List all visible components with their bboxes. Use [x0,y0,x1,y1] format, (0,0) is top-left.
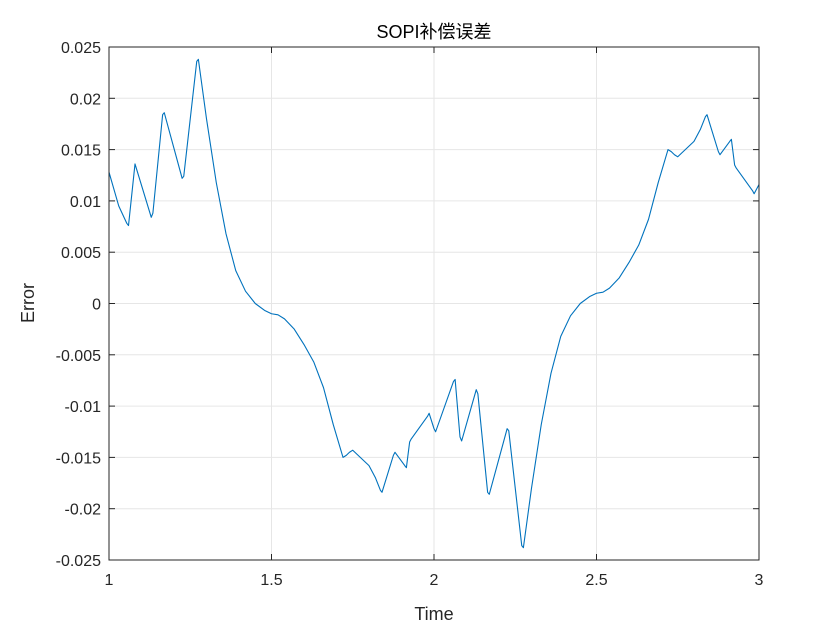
y-tick-label-2: 0.015 [61,143,101,160]
y-tick-label-1: 0.02 [70,91,101,108]
y-tick-label-8: -0.015 [56,450,101,467]
grid-lines [109,47,759,560]
x-tick-label-2: 2 [430,572,439,589]
x-tick-label-0: 1 [105,572,114,589]
x-tick-label-4: 3 [755,572,764,589]
y-tick-label-6: -0.005 [56,348,101,365]
y-tick-label-5: 0 [92,297,101,314]
x-axis-label: Time [414,604,453,624]
y-axis-label: Error [18,283,38,323]
tick-labels: 1 1.5 2 2.5 3 0.025 0.02 0.015 0.01 0.005 0 -0.005 -… [56,40,764,589]
y-tick-label-9: -0.02 [65,502,102,519]
axes-frame [108,46,760,561]
y-tick-label-10: -0.025 [56,553,101,570]
x-tick-label-1: 1.5 [260,572,282,589]
series-line-0 [108,58,760,549]
y-tick-label-4: 0.005 [61,245,101,262]
chart-title: SOPI补偿误差 [376,22,491,42]
x-tick-label-3: 2.5 [585,572,607,589]
y-tick-label-3: 0.01 [70,194,101,211]
series-layer [108,58,760,549]
y-tick-label-0: 0.025 [61,40,101,57]
y-tick-label-7: -0.01 [65,399,102,416]
